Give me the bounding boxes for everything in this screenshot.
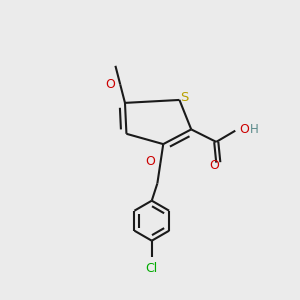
Text: S: S [180, 91, 188, 104]
Text: O: O [145, 155, 155, 168]
Text: O: O [105, 78, 115, 91]
Text: O: O [209, 159, 219, 172]
Text: O: O [239, 123, 249, 136]
Text: H: H [249, 123, 258, 136]
Text: Cl: Cl [146, 262, 158, 275]
